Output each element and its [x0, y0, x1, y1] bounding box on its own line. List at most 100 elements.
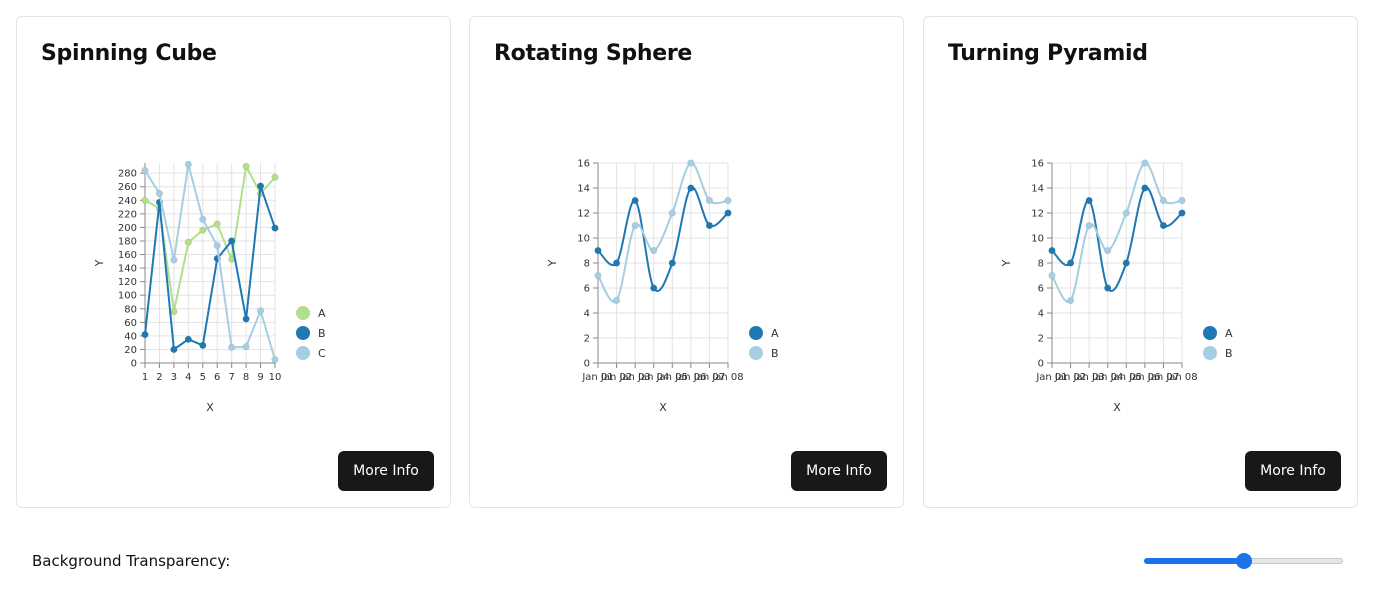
legend-swatch — [296, 326, 310, 340]
x-tick-label: Jan 07 — [693, 372, 725, 383]
x-tick-label: Jan 03 — [1072, 372, 1104, 383]
data-point — [184, 238, 192, 246]
data-point — [213, 242, 221, 250]
x-axis-label: X — [659, 401, 667, 414]
data-point — [155, 189, 163, 198]
legend-swatch — [749, 326, 763, 340]
data-point — [213, 220, 221, 228]
data-point — [724, 209, 732, 217]
x-axis-label: X — [1113, 401, 1121, 414]
data-point — [668, 259, 676, 267]
y-tick-label: 6 — [584, 284, 590, 295]
data-point — [170, 307, 178, 316]
y-tick-label: 0 — [584, 359, 590, 370]
x-tick-label: 6 — [214, 372, 220, 383]
legend-label: A — [771, 327, 779, 340]
more-info-button[interactable]: More Info — [791, 451, 887, 491]
y-tick-label: 240 — [118, 196, 137, 207]
x-tick-label: 5 — [200, 372, 206, 383]
x-tick-label: Jan 01 — [1035, 372, 1067, 383]
x-tick-label: Jan 04 — [1091, 372, 1123, 383]
card-title: Spinning Cube — [41, 41, 217, 66]
data-point — [613, 259, 621, 267]
y-tick-label: 0 — [131, 359, 137, 370]
data-point — [631, 196, 639, 205]
legend-label: B — [1225, 347, 1233, 360]
data-point — [1048, 271, 1056, 280]
y-tick-label: 12 — [577, 209, 590, 220]
transparency-slider[interactable] — [1144, 552, 1343, 570]
x-tick-label: Jan 02 — [1054, 372, 1086, 383]
data-point — [242, 315, 250, 323]
series-A — [1048, 184, 1186, 292]
card-spinning-cube: Spinning Cube 0 20 40 60 80 100 120 140 160 180 20… — [16, 16, 451, 508]
data-point — [613, 296, 621, 305]
data-point — [1104, 284, 1112, 292]
data-point — [594, 246, 602, 255]
data-point — [650, 246, 658, 255]
y-tick-label: 20 — [124, 345, 137, 356]
data-point — [199, 226, 207, 234]
data-point — [1122, 209, 1130, 217]
data-point — [1141, 159, 1149, 167]
y-tick-label: 140 — [118, 264, 137, 275]
more-info-button[interactable]: More Info — [338, 451, 434, 491]
y-axis-label: Y — [93, 259, 106, 267]
data-point — [141, 196, 149, 204]
data-point — [1122, 259, 1130, 267]
series-line — [144, 163, 276, 312]
x-tick-label: 8 — [243, 372, 249, 383]
x-tick-label: 3 — [171, 372, 177, 383]
series-line — [597, 162, 729, 303]
series-C — [141, 160, 279, 364]
data-point — [687, 184, 695, 192]
x-tick-label: 4 — [185, 372, 191, 383]
x-tick-label: Jan 05 — [1110, 372, 1142, 383]
data-point — [170, 256, 178, 264]
data-point — [1159, 221, 1167, 230]
x-tick-label: Jan 03 — [618, 372, 650, 383]
legend-label: B — [318, 327, 326, 340]
x-tick-label: Jan 04 — [637, 372, 669, 383]
series-line — [597, 186, 729, 292]
series-A — [594, 184, 732, 292]
series-B — [594, 159, 732, 305]
y-tick-label: 2 — [584, 334, 590, 345]
legend-swatch — [749, 346, 763, 360]
x-tick-label: 7 — [228, 372, 234, 383]
y-tick-label: 100 — [118, 291, 137, 302]
y-tick-label: 16 — [1031, 159, 1044, 170]
data-point — [242, 343, 250, 351]
y-tick-label: 200 — [118, 223, 137, 234]
x-tick-label: Jan 06 — [1128, 372, 1160, 383]
x-tick-label: Jan 05 — [656, 372, 688, 383]
legend-swatch — [1203, 346, 1217, 360]
y-tick-label: 6 — [1038, 284, 1044, 295]
y-tick-label: 280 — [118, 169, 137, 180]
data-point — [650, 284, 658, 292]
y-tick-label: 14 — [1031, 184, 1044, 195]
x-tick-label: Jan 06 — [674, 372, 706, 383]
x-tick-label: Jan 07 — [1147, 372, 1179, 383]
more-info-button[interactable]: More Info — [1245, 451, 1341, 491]
x-tick-label: Jan 08 — [1165, 372, 1197, 383]
y-tick-label: 4 — [1038, 309, 1044, 320]
data-point — [705, 221, 713, 230]
data-point — [668, 209, 676, 217]
data-point — [631, 221, 639, 230]
transparency-label: Background Transparency: — [32, 552, 231, 570]
data-point — [724, 196, 732, 205]
data-point — [1067, 296, 1075, 305]
data-point — [1104, 246, 1112, 255]
slider-thumb[interactable] — [1235, 553, 1252, 569]
data-point — [228, 237, 236, 245]
legend-label: C — [318, 347, 326, 360]
data-point — [257, 182, 265, 190]
data-point — [141, 166, 149, 175]
data-point — [1178, 209, 1186, 217]
y-tick-label: 40 — [124, 331, 137, 342]
data-point — [257, 307, 265, 315]
legend-swatch — [296, 346, 310, 360]
legend-swatch — [296, 306, 310, 320]
